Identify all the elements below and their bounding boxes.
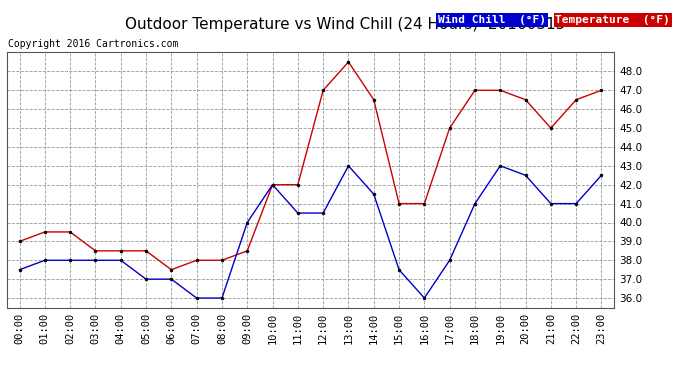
Text: Copyright 2016 Cartronics.com: Copyright 2016 Cartronics.com — [8, 39, 179, 50]
Text: Temperature  (°F): Temperature (°F) — [555, 15, 670, 25]
Text: Wind Chill  (°F): Wind Chill (°F) — [438, 15, 546, 25]
Text: Outdoor Temperature vs Wind Chill (24 Hours)  20160315: Outdoor Temperature vs Wind Chill (24 Ho… — [125, 17, 565, 32]
